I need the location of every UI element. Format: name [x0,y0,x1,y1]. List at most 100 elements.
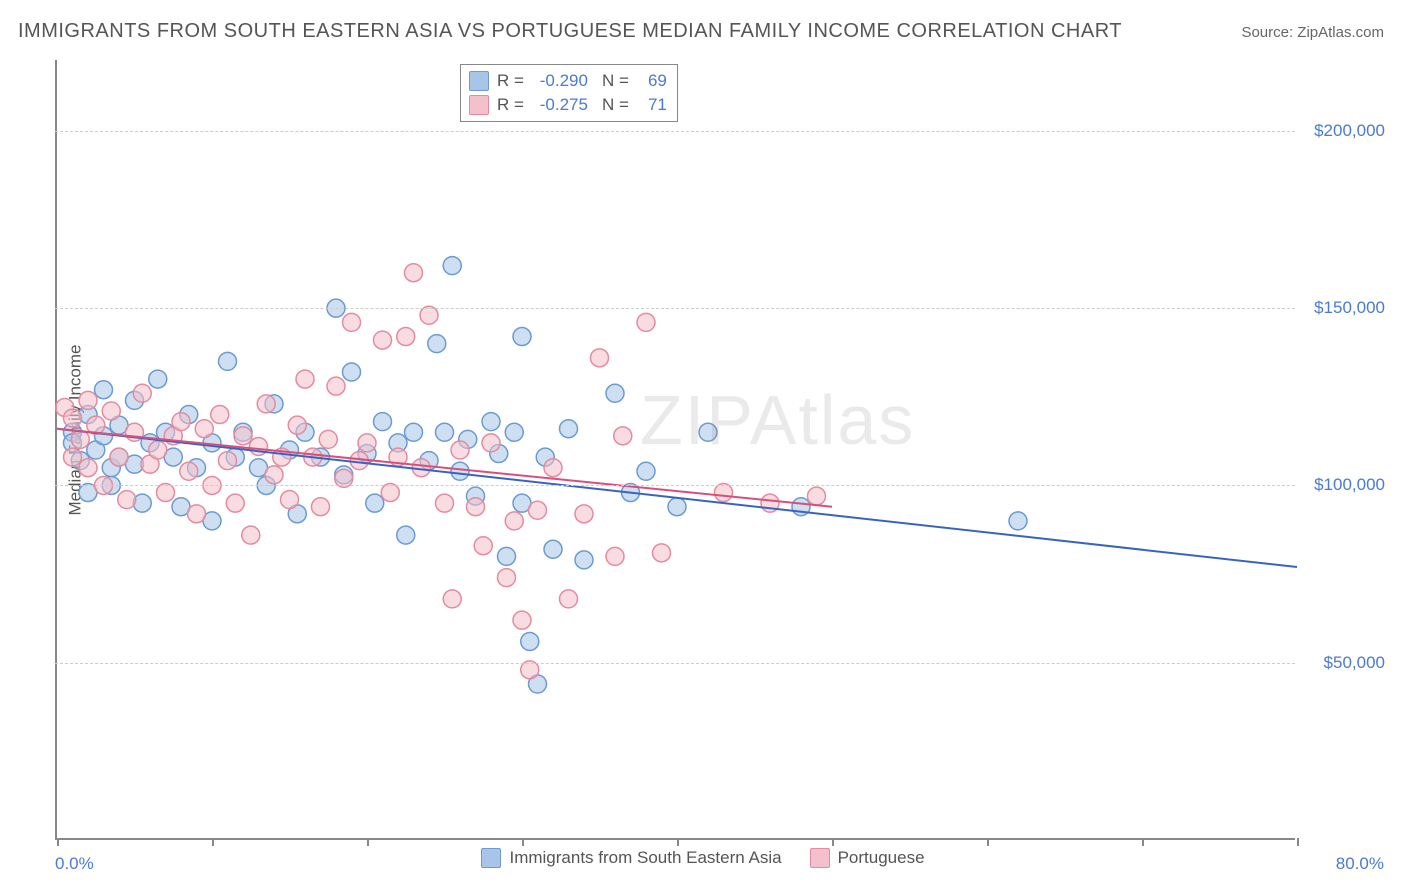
scatter-point [374,331,392,349]
scatter-point [521,632,539,650]
scatter-point [653,544,671,562]
scatter-point [1009,512,1027,530]
scatter-point [397,328,415,346]
bottom-legend-item: Immigrants from South Eastern Asia [481,848,781,868]
scatter-point [808,487,826,505]
scatter-point [374,413,392,431]
legend-r-label: R = [497,95,524,115]
scatter-point [575,505,593,523]
scatter-point [443,590,461,608]
scatter-point [71,430,89,448]
scatter-point [180,462,198,480]
scatter-point [699,423,717,441]
x-tick [522,838,524,846]
chart-title: IMMIGRANTS FROM SOUTH EASTERN ASIA VS PO… [18,20,1122,43]
scatter-point [226,494,244,512]
scatter-point [288,416,306,434]
x-tick-label-min: 0.0% [55,854,94,874]
x-tick [677,838,679,846]
legend-r-value: -0.290 [532,71,588,91]
scatter-point [195,420,213,438]
scatter-point [188,505,206,523]
scatter-point [560,420,578,438]
scatter-point [505,512,523,530]
scatter-point [575,551,593,569]
scatter-point [133,384,151,402]
x-tick [832,838,834,846]
y-tick-label: $100,000 [1305,475,1385,495]
legend-r-value: -0.275 [532,95,588,115]
scatter-point [451,441,469,459]
scatter-point [110,448,128,466]
scatter-point [428,335,446,353]
bottom-legend: Immigrants from South Eastern Asia Portug… [0,848,1406,868]
scatter-point [319,430,337,448]
legend-n-value: 71 [637,95,667,115]
scatter-point [95,381,113,399]
scatter-point [513,328,531,346]
x-tick [367,838,369,846]
scatter-point [544,540,562,558]
scatter-point [265,466,283,484]
scatter-point [482,413,500,431]
legend-swatch [810,848,830,868]
y-tick-label: $50,000 [1305,653,1385,673]
legend-label: Immigrants from South Eastern Asia [509,848,781,868]
grid-line [55,663,1295,664]
scatter-point [482,434,500,452]
legend-n-label: N = [602,71,629,91]
stats-legend-row: R = -0.290 N = 69 [469,69,667,93]
scatter-point [405,423,423,441]
grid-line [55,485,1295,486]
source-label: Source: ZipAtlas.com [1241,24,1384,41]
scatter-point [606,547,624,565]
scatter-point [614,427,632,445]
grid-line [55,131,1295,132]
scatter-point [149,370,167,388]
scatter-point [64,409,82,427]
scatter-point [436,494,454,512]
scatter-point [436,423,454,441]
scatter-point [637,313,655,331]
scatter-point [149,441,167,459]
scatter-point [234,427,252,445]
scatter-point [637,462,655,480]
scatter-point [79,391,97,409]
scatter-point [591,349,609,367]
bottom-legend-item: Portuguese [810,848,925,868]
x-tick [987,838,989,846]
grid-line [55,308,1295,309]
x-tick [1142,838,1144,846]
legend-swatch [481,848,501,868]
scatter-point [327,377,345,395]
legend-r-label: R = [497,71,524,91]
scatter-point [64,448,82,466]
x-tick [1297,838,1299,846]
scatter-point [474,537,492,555]
scatter-point [560,590,578,608]
scatter-point [606,384,624,402]
scatter-point [366,494,384,512]
scatter-point [451,462,469,480]
scatter-point [498,547,516,565]
scatter-point [219,352,237,370]
stats-legend-box: R = -0.290 N = 69 R = -0.275 N = 71 [460,64,678,122]
scatter-point [498,569,516,587]
scatter-point [505,423,523,441]
x-tick-label-max: 80.0% [1336,854,1384,874]
scatter-point [529,501,547,519]
scatter-point [544,459,562,477]
scatter-point [242,526,260,544]
legend-n-value: 69 [637,71,667,91]
legend-n-label: N = [602,95,629,115]
chart-svg [57,60,1295,838]
scatter-point [467,498,485,516]
scatter-point [102,402,120,420]
scatter-point [358,434,376,452]
scatter-point [281,491,299,509]
scatter-point [343,313,361,331]
scatter-point [343,363,361,381]
scatter-point [79,459,97,477]
scatter-point [443,257,461,275]
scatter-point [668,498,686,516]
